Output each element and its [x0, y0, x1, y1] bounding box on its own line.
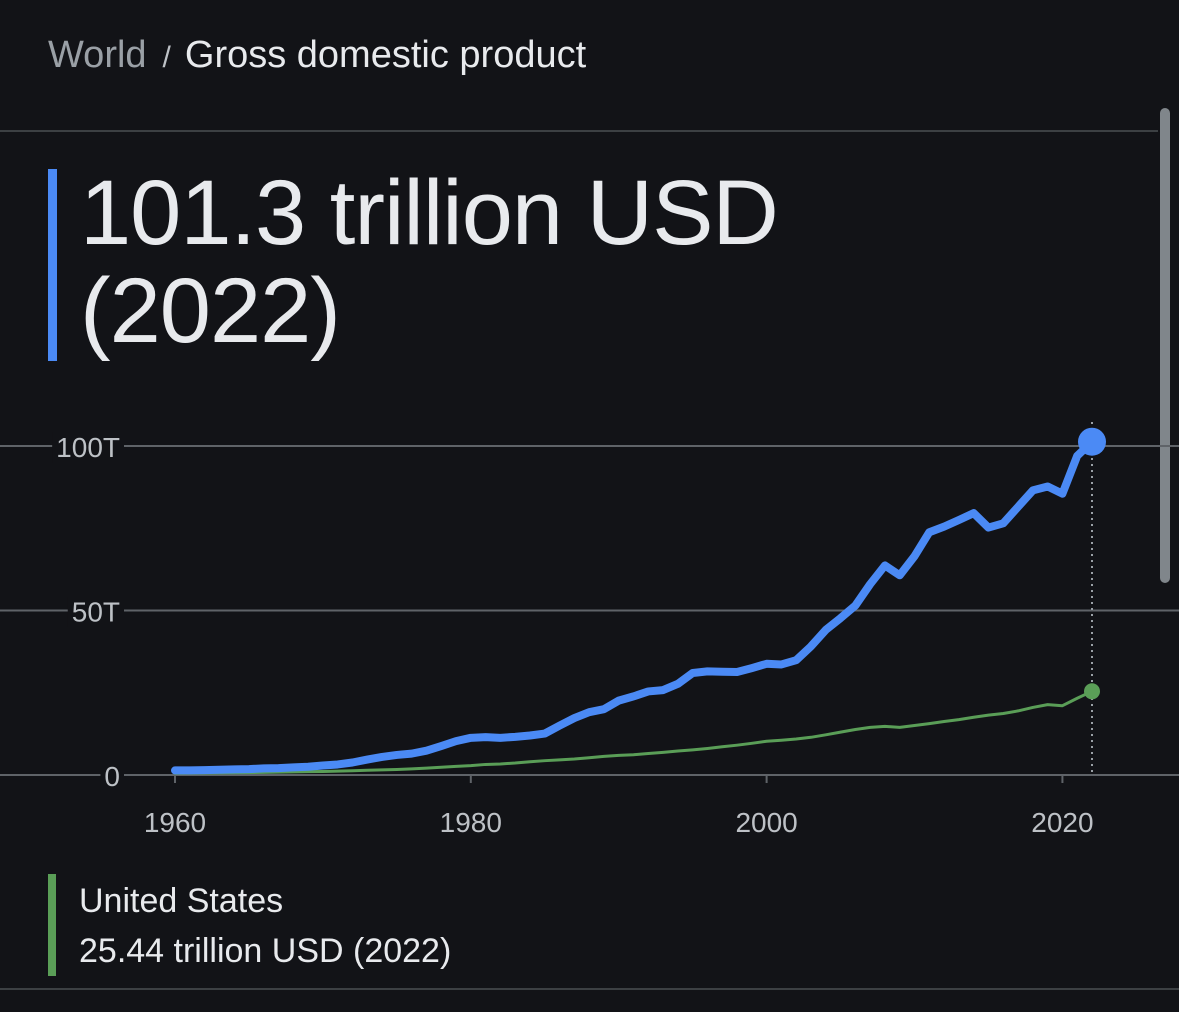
- y-tick-label: 100T: [56, 432, 120, 463]
- gdp-line-chart[interactable]: 100T 50T 0 1960 1980 2000 2020: [0, 400, 1179, 860]
- scrollbar[interactable]: [1160, 108, 1170, 583]
- headline-value: 101.3 trillion USD (2022): [80, 164, 1140, 360]
- y-tick-label: 50T: [72, 597, 120, 628]
- headline-amount: 101.3 trillion USD: [80, 162, 779, 264]
- x-tick-label: 1980: [440, 807, 502, 838]
- y-tick-label: 0: [104, 761, 120, 792]
- bottom-divider: [0, 988, 1179, 990]
- top-divider: [0, 130, 1158, 132]
- legend-series-name[interactable]: United States: [79, 882, 284, 920]
- headline-year: (2022): [80, 260, 341, 362]
- legend-series-value: 25.44 trillion USD (2022): [79, 932, 452, 970]
- breadcrumb-world-link[interactable]: World: [48, 34, 147, 76]
- world-series-line: [171, 437, 1096, 775]
- legend-color-bar: [48, 874, 56, 976]
- us-endpoint-marker: [1084, 683, 1100, 700]
- world-endpoint-marker: [1078, 427, 1106, 456]
- x-tick-label: 1960: [144, 807, 206, 838]
- us-series-line: [173, 689, 1094, 775]
- breadcrumb: World / Gross domestic product: [48, 30, 586, 83]
- headline-accent-bar: [48, 169, 57, 361]
- x-tick-label: 2020: [1031, 807, 1093, 838]
- breadcrumb-separator: /: [162, 41, 171, 74]
- breadcrumb-current: Gross domestic product: [184, 34, 587, 76]
- x-tick-label: 2000: [735, 807, 797, 838]
